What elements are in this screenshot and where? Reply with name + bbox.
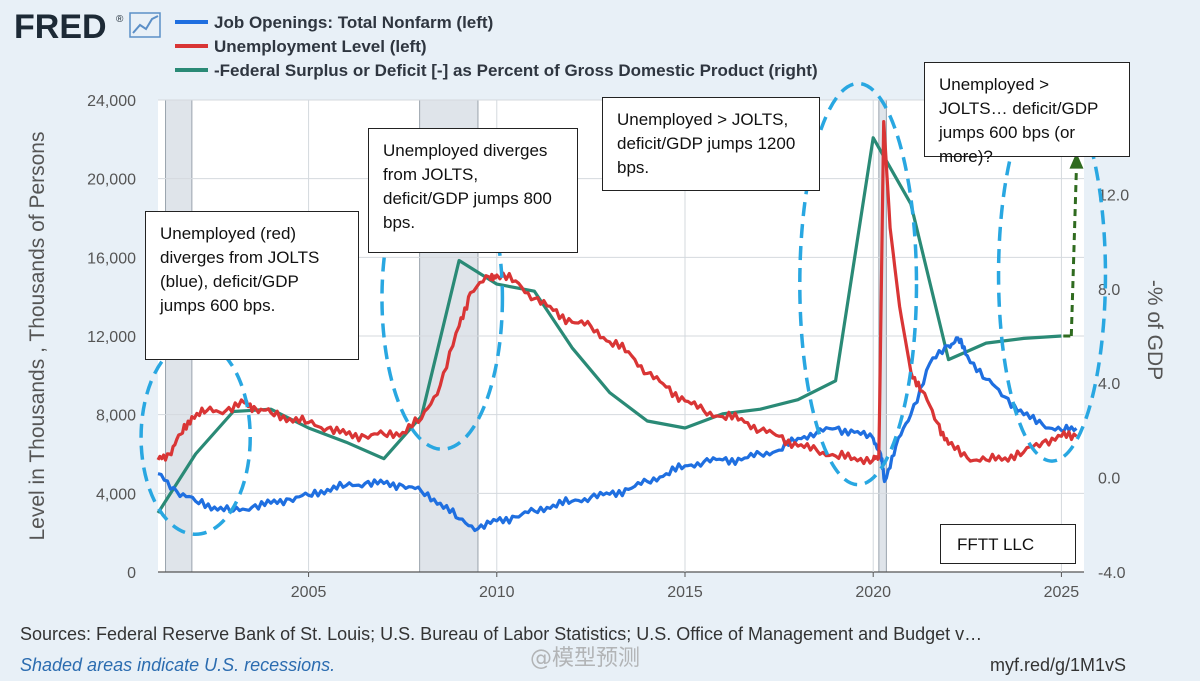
left-tick-label: 24,000 xyxy=(87,93,136,110)
series-line-1 xyxy=(156,120,1078,466)
left-axis-ticks: 0 4,000 8,000 12,000 16,000 20,000 24,000 xyxy=(87,93,136,582)
right-tick-label: 8.0 xyxy=(1098,282,1120,299)
right-tick-label: 0.0 xyxy=(1098,471,1120,488)
registered-mark: ® xyxy=(116,14,124,25)
series-line-0 xyxy=(157,336,1078,533)
x-tick-label: 2020 xyxy=(855,584,891,601)
left-tick-label: 4,000 xyxy=(96,486,136,503)
left-tick-label: 20,000 xyxy=(87,172,136,189)
highlight-ellipse-1 xyxy=(380,145,505,452)
watermark: @模型预测 xyxy=(530,646,641,671)
highlight-ellipse-2 xyxy=(798,81,919,487)
shaded-areas-note: Shaded areas indicate U.S. recessions. xyxy=(20,655,336,675)
x-tick-label: 2005 xyxy=(291,584,327,601)
legend: Job Openings: Total Nonfarm (left) Unemp… xyxy=(175,13,818,80)
annotation-2025: Unemployed > JOLTS… deficit/GDP jumps 60… xyxy=(924,62,1130,166)
left-axis-title: Level in Thousands , Thousands of Person… xyxy=(26,132,49,541)
right-tick-label: 12.0 xyxy=(1098,187,1129,204)
right-axis-ticks: -4.00.04.08.012.016.0 xyxy=(1098,93,1129,582)
fred-logo[interactable]: FRED ® xyxy=(14,8,161,46)
left-tick-label: 0 xyxy=(127,565,136,582)
legend-label-unemployment: Unemployment Level (left) xyxy=(214,37,427,56)
graph-link[interactable]: myf.red/g/1M1vS xyxy=(990,655,1127,675)
annotation-2020: Unemployed > JOLTS, deficit/GDP jumps 12… xyxy=(602,97,820,191)
legend-label-job-openings: Job Openings: Total Nonfarm (left) xyxy=(214,13,493,32)
sources-text: Sources: Federal Reserve Bank of St. Lou… xyxy=(20,624,983,644)
x-tick-label: 2025 xyxy=(1044,584,1080,601)
left-tick-label: 16,000 xyxy=(87,250,136,267)
right-axis-title: -% of GDP xyxy=(1143,280,1166,380)
annotation-2001: Unemployed (red) diverges from JOLTS (bl… xyxy=(145,211,359,360)
x-tick-label: 2010 xyxy=(479,584,515,601)
highlight-ellipse-3 xyxy=(996,86,1108,463)
projection-arrowhead xyxy=(1069,152,1084,169)
fftt-credit-box: FFTT LLC xyxy=(940,524,1076,564)
projection-line xyxy=(1069,166,1078,337)
left-tick-label: 12,000 xyxy=(87,329,136,346)
legend-label-deficit: -Federal Surplus or Deficit [-] as Perce… xyxy=(214,61,818,80)
x-tick-label: 2015 xyxy=(667,584,703,601)
x-axis-ticks: 2005 2010 2015 2020 2025 xyxy=(291,572,1080,601)
annotation-2008: Unemployed diverges from JOLTS, deficit/… xyxy=(368,128,578,253)
graph-icon xyxy=(129,12,161,38)
projection-arrow xyxy=(1063,152,1084,338)
left-tick-label: 8,000 xyxy=(96,408,136,425)
right-tick-label: 4.0 xyxy=(1098,376,1120,393)
right-tick-label: -4.0 xyxy=(1098,565,1126,582)
fred-logo-text: FRED xyxy=(14,8,107,46)
